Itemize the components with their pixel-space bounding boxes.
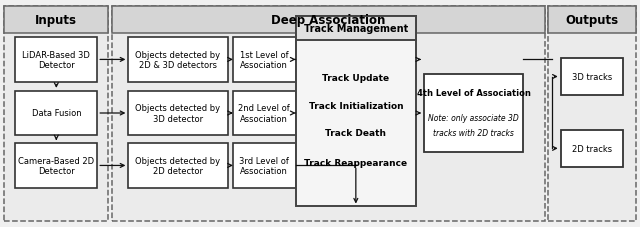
Bar [561,59,623,95]
Bar [561,131,623,167]
Bar [4,7,108,221]
Text: Track Initialization: Track Initialization [308,101,403,110]
Text: 1st Level of
Association: 1st Level of Association [240,50,289,70]
Text: Track Death: Track Death [325,128,387,137]
Text: Track Management: Track Management [304,24,408,34]
Bar [4,7,108,33]
Bar [128,38,228,82]
Text: tracks with 2D tracks: tracks with 2D tracks [433,128,514,137]
Text: Objects detected by
3D detector: Objects detected by 3D detector [135,104,221,123]
Text: Objects detected by
2D detector: Objects detected by 2D detector [135,156,221,175]
Bar [15,91,97,136]
Bar [112,7,545,33]
Bar [548,7,636,33]
Text: Objects detected by
2D & 3D detectors: Objects detected by 2D & 3D detectors [135,50,221,70]
Text: Outputs: Outputs [565,14,619,27]
Text: Track Reappearance: Track Reappearance [304,158,408,167]
Bar [296,17,416,207]
Bar [128,91,228,136]
Text: Note: only associate 3D: Note: only associate 3D [428,114,519,123]
Text: 2nd Level of
Association: 2nd Level of Association [239,104,290,123]
Text: 3D tracks: 3D tracks [572,73,612,82]
Bar [424,75,524,152]
Text: Data Fusion: Data Fusion [31,109,81,118]
Bar [548,7,636,221]
Text: Deep Association: Deep Association [271,14,385,27]
Bar [15,144,97,188]
Text: Camera-Based 2D
Detector: Camera-Based 2D Detector [19,156,94,175]
Text: 4th Level of Association: 4th Level of Association [417,89,531,98]
Text: LiDAR-Based 3D
Detector: LiDAR-Based 3D Detector [22,50,90,70]
Bar [233,38,296,82]
Bar [112,7,545,221]
Bar [233,91,296,136]
Text: Inputs: Inputs [35,14,77,27]
Bar [296,17,416,41]
Bar [15,38,97,82]
Text: Track Update: Track Update [323,74,389,83]
Bar [233,144,296,188]
Text: 2D tracks: 2D tracks [572,144,612,153]
Text: 3rd Level of
Association: 3rd Level of Association [239,156,289,175]
Bar [128,144,228,188]
